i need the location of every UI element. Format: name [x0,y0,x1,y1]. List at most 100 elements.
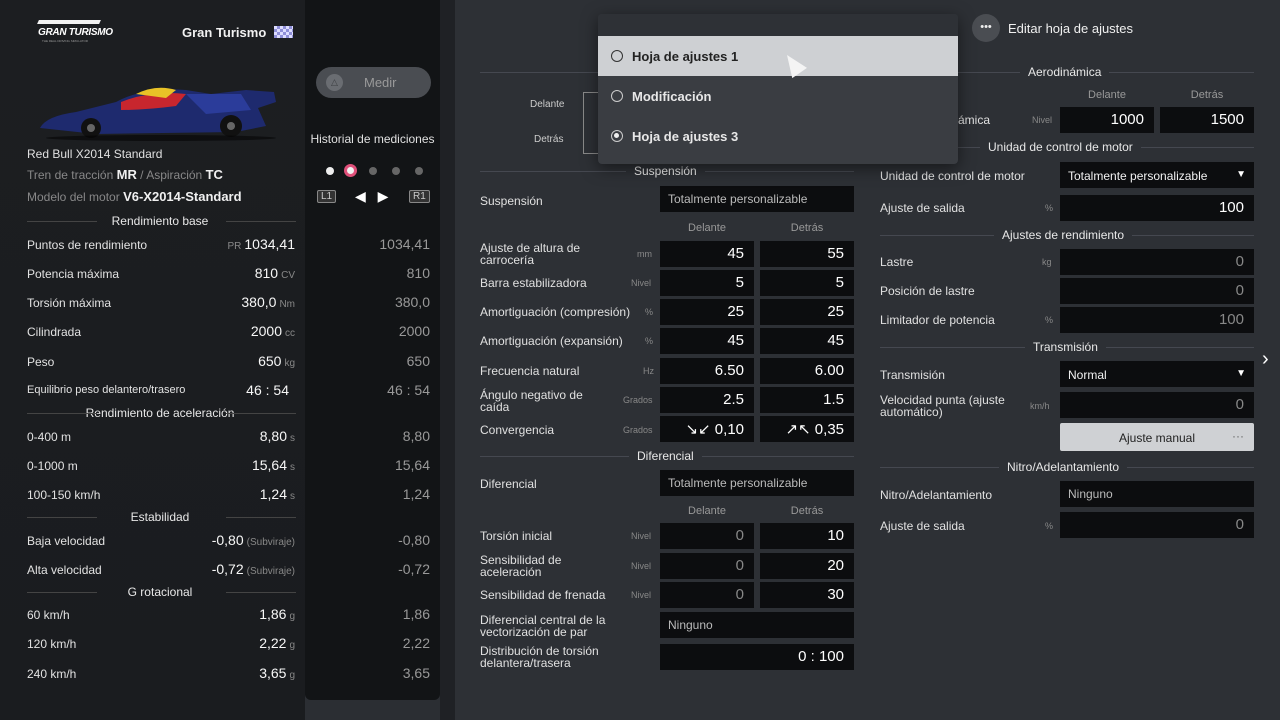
more-icon: ··· [1232,429,1244,443]
toe-front[interactable]: ↘↙ 0,10 [660,416,754,442]
measured-high-speed: -0,72 [398,561,430,577]
top-speed-unit: km/h [1030,401,1050,411]
history-dot-active[interactable] [344,164,357,177]
transmission-heading: Transmisión [1025,340,1106,354]
stat-row-0-400: 0-400 m 8,80 s [27,428,295,444]
accel-sensitivity-front[interactable]: 0 [660,553,754,579]
brake-sensitivity-front[interactable]: 0 [660,582,754,608]
anti-roll-bar-front[interactable]: 5 [660,270,754,296]
damping-compression-label: Amortiguación (compresión) [480,305,631,319]
accel-sensitivity-rear[interactable]: 20 [760,553,854,579]
damping-compression-rear[interactable]: 25 [760,299,854,325]
measured-0-1000: 15,64 [394,457,430,473]
chevron-right-icon[interactable]: › [1262,348,1269,370]
nitro-field[interactable]: Ninguno [1060,481,1254,507]
aero-col-front: Delante [1088,89,1126,101]
stat-row-60: 60 km/h 1,86 g [27,606,295,622]
l1-button-icon[interactable]: L1 [317,190,337,203]
nitro-output-label: Ajuste de salida [880,519,965,533]
initial-torque-rear[interactable]: 10 [760,523,854,549]
stat-row-weight: Peso 650 kg [27,353,295,369]
ride-height-label: Ajuste de altura de carrocería [480,241,581,267]
nitro-heading: Nitro/Adelantamiento [999,460,1128,474]
damping-compression-front[interactable]: 25 [660,299,754,325]
natural-frequency-front[interactable]: 6.50 [660,358,754,384]
radio-icon [611,90,623,102]
car-stats-panel: GRAN TURISMO THE REAL DRIVING SIMULATOR … [0,0,305,720]
menu-header [598,14,958,36]
ecu-label: Unidad de control de motor [880,169,1025,183]
manual-adjust-button[interactable]: Ajuste manual ··· [1060,423,1254,451]
stat-row-100-150: 100-150 km/h 1,24 s [27,486,295,502]
natural-frequency-rear[interactable]: 6.00 [760,358,854,384]
differential-type-label: Diferencial [480,477,537,491]
downforce-front[interactable]: 1000 [1060,107,1154,133]
measured-120: 2,22 [402,635,430,651]
nitro-label: Nitro/Adelantamiento [880,488,993,502]
ecu-output-field[interactable]: 100 [1060,195,1254,221]
top-speed-field[interactable]: 0 [1060,392,1254,418]
anti-roll-bar-rear[interactable]: 5 [760,270,854,296]
stat-row-power: Potencia máxima 810 CV [27,265,295,281]
ballast-position-field[interactable]: 0 [1060,278,1254,304]
toe-rear[interactable]: ↗↖ 0,35 [760,416,854,442]
menu-item-sheet-3[interactable]: Hoja de ajustes 3 [598,116,958,156]
nitro-output-field[interactable]: 0 [1060,512,1254,538]
acceleration-heading: Rendimiento de aceleración [10,406,310,420]
measured-100-150: 1,24 [402,486,430,502]
stat-row-high-speed: Alta velocidad -0,72 (Subviraje) [27,561,295,577]
menu-item-sheet-1[interactable]: Hoja de ajustes 1 [598,36,958,76]
downforce-unit: Nivel [1032,115,1053,125]
suspension-heading: Suspensión [626,164,705,178]
r1-button-icon[interactable]: R1 [409,190,430,203]
power-limiter-unit: % [1045,315,1054,325]
torque-distribution-field[interactable]: 0 : 100 [660,644,854,670]
game-title: Gran Turismo [182,25,267,40]
transmission-dropdown[interactable]: Normal [1060,361,1254,387]
history-pager [323,164,433,178]
ballast-unit: kg [1042,257,1052,267]
initial-torque-unit: Nivel [631,531,652,541]
brake-sensitivity-rear[interactable]: 30 [760,582,854,608]
measure-button[interactable]: △ Medir [316,67,431,98]
ecu-dropdown[interactable]: Totalmente personalizable [1060,162,1254,188]
camber-rear[interactable]: 1.5 [760,387,854,413]
measurement-history-label: Historial de mediciones [310,132,435,146]
anti-roll-bar-unit: Nivel [631,278,652,288]
brake-sensitivity-unit: Nivel [631,590,652,600]
ride-height-rear[interactable]: 55 [760,241,854,267]
power-limiter-field[interactable]: 100 [1060,307,1254,333]
ecu-heading: Unidad de control de motor [980,140,1141,154]
measured-0-400: 8,80 [402,428,430,444]
downforce-label: ámica [958,113,991,127]
downforce-rear[interactable]: 1500 [1160,107,1254,133]
checkered-flag-icon [274,26,293,38]
ballast-position-label: Posición de lastre [880,284,975,298]
ballast-field[interactable]: 0 [1060,249,1254,275]
history-dot[interactable] [369,167,377,175]
menu-item-modification[interactable]: Modificación [598,76,958,116]
suspension-type-field[interactable]: Totalmente personalizable [660,186,854,212]
settings-sheet-menu: Hoja de ajustes 1 Modificación Hoja de a… [598,14,958,164]
center-diff-field[interactable]: Ninguno [660,612,854,638]
differential-type-field[interactable]: Totalmente personalizable [660,470,854,496]
transmission-label: Transmisión [880,368,945,382]
ride-height-front[interactable]: 45 [660,241,754,267]
history-dot[interactable] [415,167,423,175]
measured-60: 1,86 [402,606,430,622]
initial-torque-front[interactable]: 0 [660,523,754,549]
measured-torque: 380,0 [394,294,430,310]
history-arrows-icon[interactable]: ◀ ▶ [355,188,393,204]
ecu-output-label: Ajuste de salida [880,201,965,215]
car-diagram-bracket [583,92,599,154]
measured-low-speed: -0,80 [398,532,430,548]
engine-line: Modelo del motor V6-X2014-Standard [27,189,242,204]
history-dot[interactable] [392,167,400,175]
camber-front[interactable]: 2.5 [660,387,754,413]
measured-weight-balance: 46 : 54 [387,382,430,398]
radio-checked-icon [611,130,623,142]
history-dot[interactable] [326,167,334,175]
damping-expansion-front[interactable]: 45 [660,328,754,354]
damping-expansion-rear[interactable]: 45 [760,328,854,354]
measured-power: 810 [406,265,430,281]
